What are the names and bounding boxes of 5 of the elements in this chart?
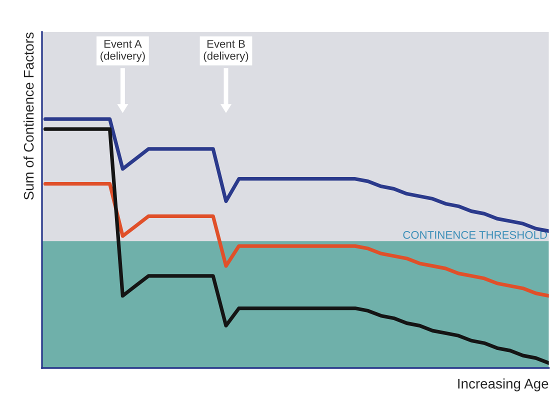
text: Event B (delivery) <box>204 40 248 62</box>
band-label: CONTINENCE THRESHOLD <box>403 231 547 239</box>
x-axis-title: Increasing Age <box>458 378 548 392</box>
y-axis-title: Sum of Continence Factors <box>23 32 34 200</box>
text: Event A (delivery) <box>100 40 145 62</box>
